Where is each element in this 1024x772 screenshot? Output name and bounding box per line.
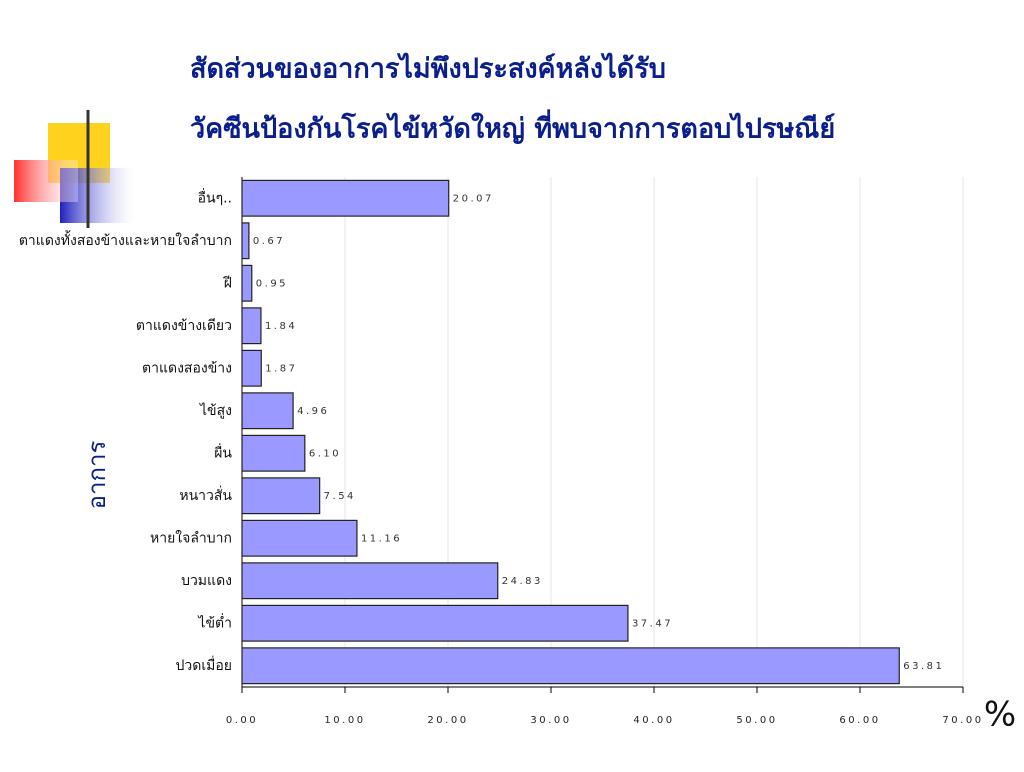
x-axis-unit: % <box>984 695 1016 735</box>
y-tick-label: หนาวสั่น <box>179 486 232 504</box>
bar <box>241 264 253 302</box>
bar <box>241 562 499 600</box>
decoration <box>14 110 960 228</box>
x-tick-label: 10.00 <box>324 715 365 726</box>
value-label: 37.47 <box>632 618 673 629</box>
bar <box>241 519 358 557</box>
value-label: 11.16 <box>361 533 402 544</box>
x-tick-label: 40.00 <box>633 715 674 726</box>
title-line: วัคซีนป้องกันโรคไข้หวัดใหญ่ ที่พบจากการต… <box>190 109 835 145</box>
bar <box>241 307 262 345</box>
y-tick-label: ตาแดงข้างเดียว <box>136 318 232 334</box>
y-tick-label: อื่นๆ.. <box>198 188 232 206</box>
value-label: 0.95 <box>256 278 288 289</box>
bar <box>241 179 450 217</box>
bar <box>241 392 294 430</box>
bar <box>241 434 306 472</box>
y-tick-label: บวมแดง <box>181 573 232 589</box>
bar <box>241 647 900 685</box>
value-label: 4.96 <box>297 406 329 417</box>
bar <box>241 349 262 387</box>
bar <box>241 477 321 515</box>
y-tick-label: ตาแดงทั้งสองข้างและหายใจลำบาก <box>19 230 232 249</box>
x-tick-label: 70.00 <box>942 715 983 726</box>
y-axis-label: อาการ <box>83 441 111 510</box>
value-label: 7.54 <box>324 491 356 502</box>
bar <box>241 222 250 260</box>
y-tick-label: ฝี <box>222 275 232 291</box>
y-tick-label: ตาแดงสองข้าง <box>142 360 232 376</box>
x-tick-label: 60.00 <box>839 715 880 726</box>
x-tick-label: 30.00 <box>530 715 571 726</box>
value-label: 1.84 <box>265 321 297 332</box>
y-tick-label: ไข้สูง <box>199 402 232 419</box>
x-tick-label: 50.00 <box>736 715 777 726</box>
x-tick-label: 0.00 <box>226 715 258 726</box>
value-label: 0.67 <box>253 236 285 247</box>
value-label: 1.87 <box>265 363 297 374</box>
y-tick-label: ไข้ต่ำ <box>197 613 232 631</box>
x-tick-label: 20.00 <box>427 715 468 726</box>
y-tick-label: ผื่น <box>214 443 232 461</box>
value-label: 6.10 <box>309 448 341 459</box>
y-tick-label: หายใจลำบาก <box>150 529 232 546</box>
y-tick-label: ปวดเมื่อย <box>176 656 232 674</box>
value-label: 20.07 <box>453 193 494 204</box>
bar <box>241 604 629 642</box>
value-label: 24.83 <box>502 576 543 587</box>
value-label: 63.81 <box>903 661 944 672</box>
title-line: สัดส่วนของอาการไม่พึงประสงค์หลังได้รับ <box>190 53 666 85</box>
